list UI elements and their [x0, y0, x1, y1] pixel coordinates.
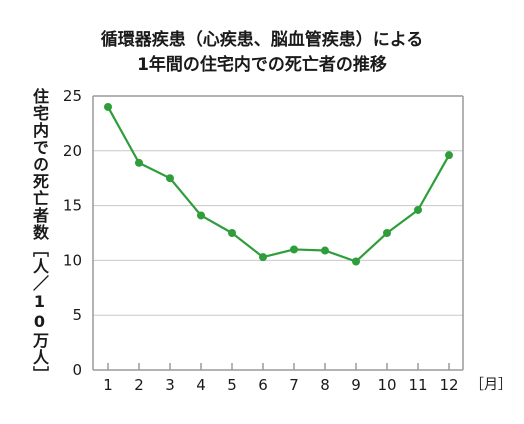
grid-lines	[92, 95, 464, 371]
series-line	[107, 106, 450, 263]
x-tick-label-9: 9	[351, 376, 361, 394]
data-point-5	[228, 229, 236, 237]
y-axis-label: 住宅内での死亡者数［人／10万人］	[30, 88, 49, 383]
data-point-6	[259, 253, 267, 262]
x-tick-label-10: 10	[377, 376, 396, 394]
x-tick-label-2: 2	[134, 376, 144, 394]
y-tick-label-25: 25	[63, 87, 82, 105]
x-tick-label-1: 1	[103, 376, 113, 394]
data-point-8	[321, 246, 329, 255]
x-tick-label-11: 11	[408, 376, 427, 394]
data-point-4	[197, 211, 205, 220]
x-axis-unit-label: ［月］	[470, 377, 512, 393]
data-point-2	[135, 158, 143, 167]
series-line-group	[104, 102, 453, 266]
x-axis-ticks	[107, 363, 450, 370]
y-tick-label-10: 10	[63, 251, 82, 269]
data-point-9	[352, 257, 360, 266]
chart-title-line1: 循環器疾患（心疾患、脳血管疾患）による	[100, 30, 424, 50]
data-point-3	[166, 174, 174, 183]
chart-title-line2: 1年間の住宅内での死亡者の推移	[137, 55, 387, 75]
x-tick-label-5: 5	[227, 376, 237, 394]
y-tick-label-15: 15	[63, 197, 82, 215]
data-point-1	[104, 102, 112, 111]
x-tick-label-3: 3	[165, 376, 175, 394]
x-tick-label-6: 6	[258, 376, 268, 394]
x-tick-label-7: 7	[289, 376, 299, 394]
chart-title: 循環器疾患（心疾患、脳血管疾患）による 1年間の住宅内での死亡者の推移	[0, 28, 524, 78]
x-tick-label-4: 4	[196, 376, 206, 394]
data-point-7	[290, 245, 298, 254]
x-tick-label-8: 8	[320, 376, 330, 394]
data-point-12	[445, 151, 453, 160]
y-tick-label-5: 5	[72, 306, 82, 324]
data-point-11	[414, 205, 422, 214]
data-point-10	[383, 229, 391, 237]
y-tick-label-0: 0	[72, 361, 82, 379]
y-tick-label-20: 20	[63, 142, 82, 160]
x-tick-label-12: 12	[439, 376, 458, 394]
